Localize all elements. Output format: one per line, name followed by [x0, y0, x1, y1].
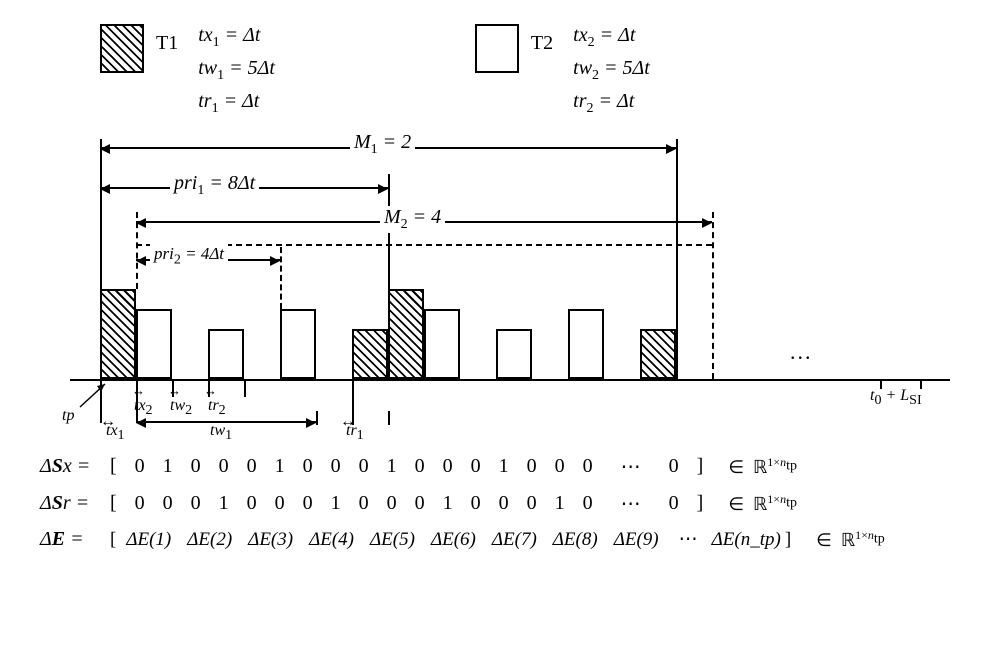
pulse-bar [280, 309, 316, 379]
pulse-bar [568, 309, 604, 379]
vec-tail-sx: ∈ ℝ1×ntp [728, 455, 797, 478]
legend-params-t1: tx1 = Δt tw1 = 5Δt tr1 = Δt [198, 20, 275, 119]
legend-swatch-t2 [475, 24, 519, 73]
vec-label-e: ΔE = [40, 528, 110, 551]
arr-tx1: ↔ [100, 413, 116, 431]
arrow-tp [70, 379, 110, 409]
vec-label-sx: ΔSx = [40, 455, 110, 478]
vline-m1-right [676, 139, 678, 379]
pulse-bar [208, 329, 244, 379]
label-tw1: tw1 [210, 422, 232, 444]
legend-t1: T1 tx1 = Δt tw1 = 5Δt tr1 = Δt [100, 20, 275, 119]
vec-row-e: ΔE = [ΔE(1)ΔE(2)ΔE(3)ΔE(4)ΔE(5)ΔE(6)ΔE(7… [40, 528, 980, 551]
legend-label-t1: T1 [156, 32, 178, 55]
vec-row-sr: ΔSr = [00010001000100010⋯0 ] ∈ ℝ1×ntp [40, 491, 980, 516]
arr-tw2: ↔ [168, 383, 181, 399]
vec-tail-e: ∈ ℝ1×ntp [816, 528, 885, 551]
pulse-bar [640, 329, 676, 379]
legend-label-t2: T2 [531, 32, 553, 55]
vec-tail-sr: ∈ ℝ1×ntp [728, 492, 797, 515]
legend-params-t2: tx2 = Δt tw2 = 5Δt tr2 = Δt [573, 20, 650, 119]
dim-tw1 [136, 421, 316, 423]
pulse-bar [100, 289, 136, 379]
label-tp: tp [62, 407, 74, 425]
label-tr2: tr2 [208, 397, 226, 419]
dim-label-pri2: pri2 = 4Δt [150, 244, 228, 268]
legend-swatch-t1 [100, 24, 144, 73]
label-tw2: tw2 [170, 397, 192, 419]
dim-label-m1: M1 = 2 [350, 131, 415, 158]
vec-values-sx: [01000100010001000⋯0 ] [110, 454, 703, 479]
time-axis [70, 379, 950, 381]
legend-t2: T2 tx2 = Δt tw2 = 5Δt tr2 = Δt [475, 20, 650, 119]
vec-label-sr: ΔSr = [40, 492, 110, 515]
pulse-bar [352, 329, 388, 379]
vec-values-sr: [00010001000100010⋯0 ] [110, 491, 703, 516]
timing-diagram: M1 = 2 pri1 = 8Δt M2 = 4 pri2 = 4Δt t0 +… [50, 139, 970, 439]
legend-row: T1 tx1 = Δt tw1 = 5Δt tr1 = Δt T2 tx2 = … [20, 20, 980, 119]
pulse-bar [136, 309, 172, 379]
arr-tr2: ↔ [204, 383, 217, 399]
vec-values-e: [ΔE(1)ΔE(2)ΔE(3)ΔE(4)ΔE(5)ΔE(6)ΔE(7)ΔE(8… [110, 528, 791, 551]
vline-pri2-right [280, 247, 282, 309]
vec-row-sx: ΔSx = [01000100010001000⋯0 ] ∈ ℝ1×ntp [40, 454, 980, 479]
pulse-bar [388, 289, 424, 379]
pulse-bar [424, 309, 460, 379]
vector-equations: ΔSx = [01000100010001000⋯0 ] ∈ ℝ1×ntp ΔS… [40, 454, 980, 551]
axis-end-label: t0 + LSI [870, 387, 922, 409]
axis-ellipsis: ... [790, 339, 813, 365]
dim-label-pri1: pri1 = 8Δt [170, 172, 259, 199]
pulse-bar [496, 329, 532, 379]
vline-m2-right [712, 212, 714, 379]
dim-label-m2: M2 = 4 [380, 206, 445, 233]
